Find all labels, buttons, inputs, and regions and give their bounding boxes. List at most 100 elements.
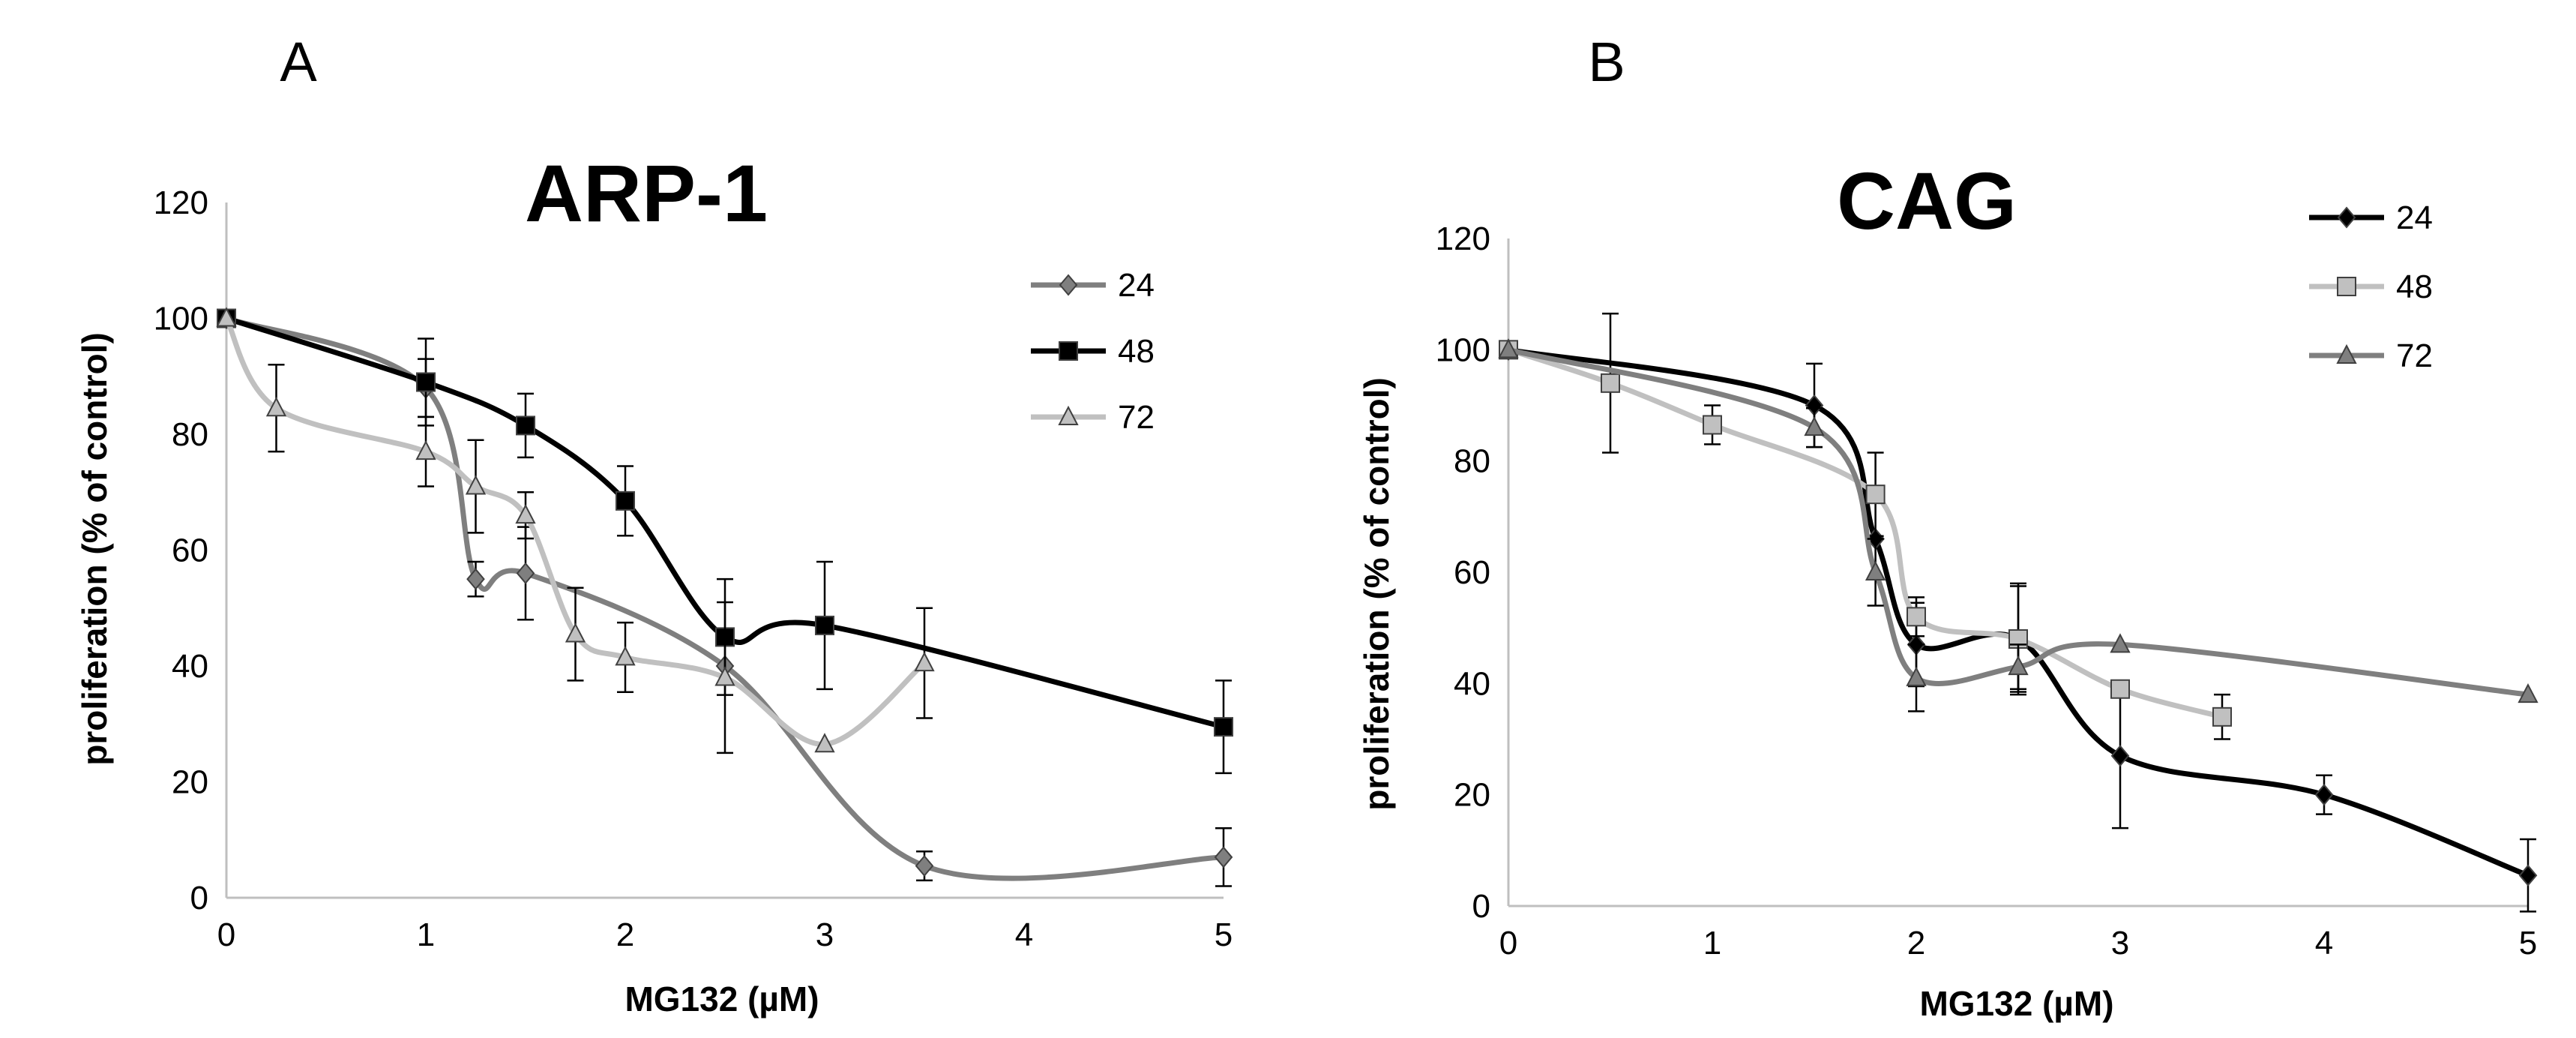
data-point bbox=[1865, 560, 1886, 580]
data-point bbox=[2110, 745, 2130, 767]
legend-label: 24 bbox=[1118, 267, 1155, 304]
y-tick-label: 20 bbox=[172, 764, 208, 801]
data-point bbox=[2008, 655, 2029, 676]
series-72 bbox=[216, 307, 935, 754]
data-point bbox=[1214, 717, 1233, 737]
data-point bbox=[2518, 683, 2539, 704]
data-point bbox=[465, 475, 487, 495]
y-tick-label: 120 bbox=[154, 184, 208, 221]
legend-marker bbox=[2337, 206, 2356, 229]
tick-labels: 0 1 2 3 4 5 0 20 40 60 80 100 120 bbox=[1436, 220, 2538, 962]
legend-label: 48 bbox=[1118, 333, 1155, 370]
x-tick-label: 3 bbox=[2111, 925, 2129, 962]
data-point bbox=[515, 503, 536, 524]
x-tick-label: 3 bbox=[816, 916, 834, 953]
data-point bbox=[2212, 706, 2232, 727]
x-tick-label: 0 bbox=[1499, 925, 1517, 962]
data-point bbox=[714, 666, 735, 686]
y-tick-label: 120 bbox=[1436, 220, 1490, 257]
legend-marker bbox=[1059, 341, 1078, 361]
data-point bbox=[1906, 666, 1927, 686]
x-tick-label: 5 bbox=[2519, 925, 2537, 962]
legend-marker bbox=[2336, 344, 2357, 364]
y-axis-label: proliferation (% of control) bbox=[1357, 377, 1396, 811]
legend-entry: 48 bbox=[1031, 333, 1155, 370]
y-tick-label: 80 bbox=[1454, 443, 1490, 480]
legend: 24 48 72 bbox=[1031, 267, 1155, 436]
x-tick-label: 1 bbox=[417, 916, 435, 953]
series-72 bbox=[1498, 338, 2539, 712]
data-point bbox=[516, 562, 535, 584]
data-point bbox=[466, 568, 485, 590]
legend-label: 72 bbox=[1118, 399, 1155, 436]
panel-letter-b: B bbox=[1588, 31, 1625, 93]
x-tick-label: 1 bbox=[1703, 925, 1721, 962]
legend-entry: 72 bbox=[1031, 399, 1155, 436]
data-point bbox=[1865, 484, 1886, 505]
x-tick-label: 4 bbox=[2315, 925, 2333, 962]
x-axis-label: MG132 (µM) bbox=[1919, 984, 2113, 1023]
y-tick-label: 100 bbox=[154, 301, 208, 338]
data-point bbox=[616, 490, 635, 511]
data-point bbox=[1214, 846, 1233, 868]
x-axis-label: MG132 (µM) bbox=[625, 980, 819, 1018]
y-axis-label: proliferation (% of control) bbox=[75, 332, 114, 766]
y-tick-label: 60 bbox=[1454, 554, 1490, 591]
y-tick-label: 40 bbox=[1454, 665, 1490, 702]
series-layer bbox=[216, 307, 1233, 887]
legend-label: 72 bbox=[2396, 338, 2433, 374]
data-point bbox=[914, 651, 935, 672]
data-point bbox=[2518, 864, 2538, 886]
legend-entry: 48 bbox=[2309, 268, 2433, 305]
series-layer bbox=[1498, 312, 2539, 913]
y-tick-label: 80 bbox=[172, 416, 208, 453]
data-point bbox=[2110, 633, 2131, 653]
x-tick-label: 5 bbox=[1215, 916, 1233, 953]
legend-entry: 24 bbox=[2309, 200, 2433, 236]
axes bbox=[1507, 238, 2528, 908]
x-tick-label: 2 bbox=[616, 916, 634, 953]
panel-letter-a: A bbox=[280, 31, 317, 93]
data-point bbox=[1804, 416, 1825, 436]
series-line bbox=[223, 316, 927, 747]
tick-labels: 0 1 2 3 4 5 0 20 40 60 80 100 120 bbox=[154, 184, 1233, 953]
data-point bbox=[615, 646, 636, 666]
legend-label: 24 bbox=[2396, 200, 2433, 236]
data-point bbox=[815, 615, 834, 635]
y-tick-label: 60 bbox=[172, 532, 208, 569]
chart-arp1: A ARP-1 0 1 2 3 4 5 0 20 40 60 80 100 120 MG132 (µM)… bbox=[75, 31, 1233, 1018]
data-point bbox=[1601, 373, 1620, 393]
data-point bbox=[216, 307, 237, 327]
data-point bbox=[1703, 415, 1722, 435]
x-tick-label: 2 bbox=[1907, 925, 1925, 962]
data-point bbox=[565, 622, 586, 643]
data-point bbox=[2314, 784, 2334, 806]
chart-title: ARP-1 bbox=[525, 148, 768, 238]
data-point bbox=[1907, 607, 1926, 627]
y-tick-label: 0 bbox=[190, 880, 208, 916]
series-line bbox=[1507, 347, 2223, 720]
data-point bbox=[416, 372, 436, 392]
legend-label: 48 bbox=[2396, 268, 2433, 305]
y-tick-label: 100 bbox=[1436, 332, 1490, 368]
series-48 bbox=[1499, 312, 2232, 740]
legend-marker bbox=[1058, 405, 1079, 425]
data-point bbox=[516, 416, 535, 436]
legend: 24 48 72 bbox=[2309, 200, 2433, 374]
legend-marker bbox=[2337, 277, 2356, 296]
data-point bbox=[1498, 338, 1519, 358]
data-point bbox=[265, 397, 287, 417]
y-tick-label: 20 bbox=[1454, 777, 1490, 814]
y-tick-label: 0 bbox=[1472, 888, 1490, 925]
y-tick-label: 40 bbox=[172, 648, 208, 685]
chart-cag: B CAG 0 1 2 3 4 5 0 20 40 60 80 100 120 MG132 (µM) p… bbox=[1357, 31, 2539, 1023]
data-point bbox=[814, 733, 835, 753]
chart-title: CAG bbox=[1837, 155, 2017, 246]
axes bbox=[225, 202, 1224, 899]
data-point bbox=[915, 854, 934, 878]
legend-entry: 72 bbox=[2309, 338, 2433, 374]
x-tick-label: 0 bbox=[217, 916, 235, 953]
legend-marker bbox=[1059, 274, 1078, 296]
data-point bbox=[2110, 679, 2130, 699]
